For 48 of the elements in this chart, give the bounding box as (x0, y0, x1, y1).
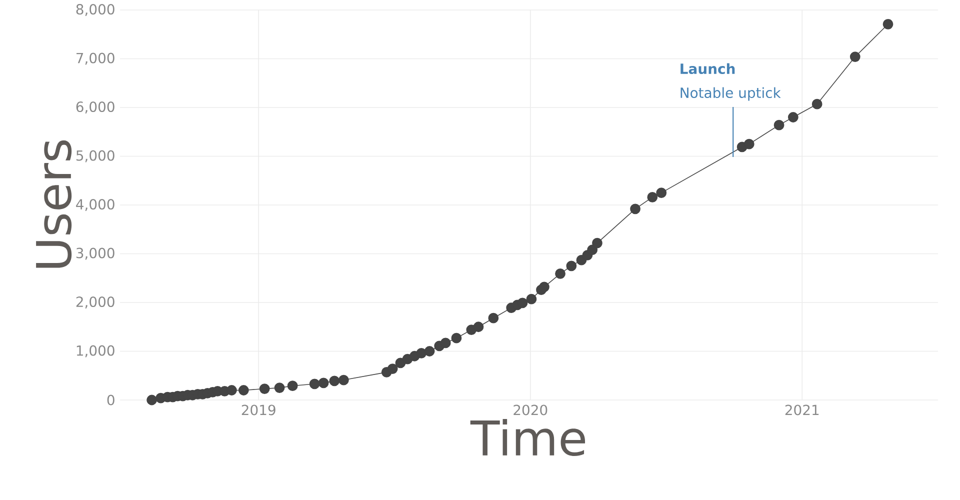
point (274, 382, 285, 394)
x-tick-label: 2019 (242, 404, 276, 416)
point (517, 298, 528, 308)
point (473, 322, 484, 332)
point (630, 204, 640, 214)
y-tick-label: 7,000 (76, 52, 114, 65)
point (387, 364, 398, 374)
point (226, 385, 237, 396)
y-tick-label: 1,000 (76, 345, 114, 358)
point (587, 244, 598, 256)
y-axis-title: Users (36, 140, 72, 268)
point (318, 378, 329, 388)
x-tick-label: 2020 (514, 404, 548, 416)
point (451, 332, 462, 344)
point (238, 385, 249, 396)
point (440, 338, 451, 348)
x-axis-title: Time (470, 419, 586, 456)
point (146, 394, 157, 406)
y-tick-label: 2,000 (76, 296, 114, 308)
point (744, 138, 754, 150)
point (526, 294, 537, 304)
y-tick-label: 4,000 (76, 199, 114, 211)
point (309, 378, 320, 390)
point (329, 376, 340, 386)
point (338, 374, 349, 386)
y-tick-label: 3,000 (76, 248, 114, 260)
x-tick-label: 2021 (785, 404, 819, 416)
point (656, 188, 667, 198)
point (850, 52, 860, 62)
point (287, 380, 298, 392)
point (555, 268, 566, 279)
y-tick-label: 8,000 (76, 4, 114, 16)
point (539, 282, 550, 292)
y-tick-label: 0 (107, 394, 114, 406)
point (592, 238, 602, 248)
point (882, 18, 894, 30)
point (566, 260, 577, 272)
point (424, 346, 435, 356)
point (259, 384, 270, 394)
point (647, 192, 658, 202)
y-tick-label: 6,000 (76, 102, 114, 114)
point (812, 98, 822, 110)
annotation: Notable uptick (680, 87, 781, 101)
point (774, 120, 784, 130)
point (488, 312, 499, 324)
y-tick-label: 5,000 (76, 150, 114, 162)
annotation: Launch (680, 63, 735, 74)
point (788, 112, 798, 122)
